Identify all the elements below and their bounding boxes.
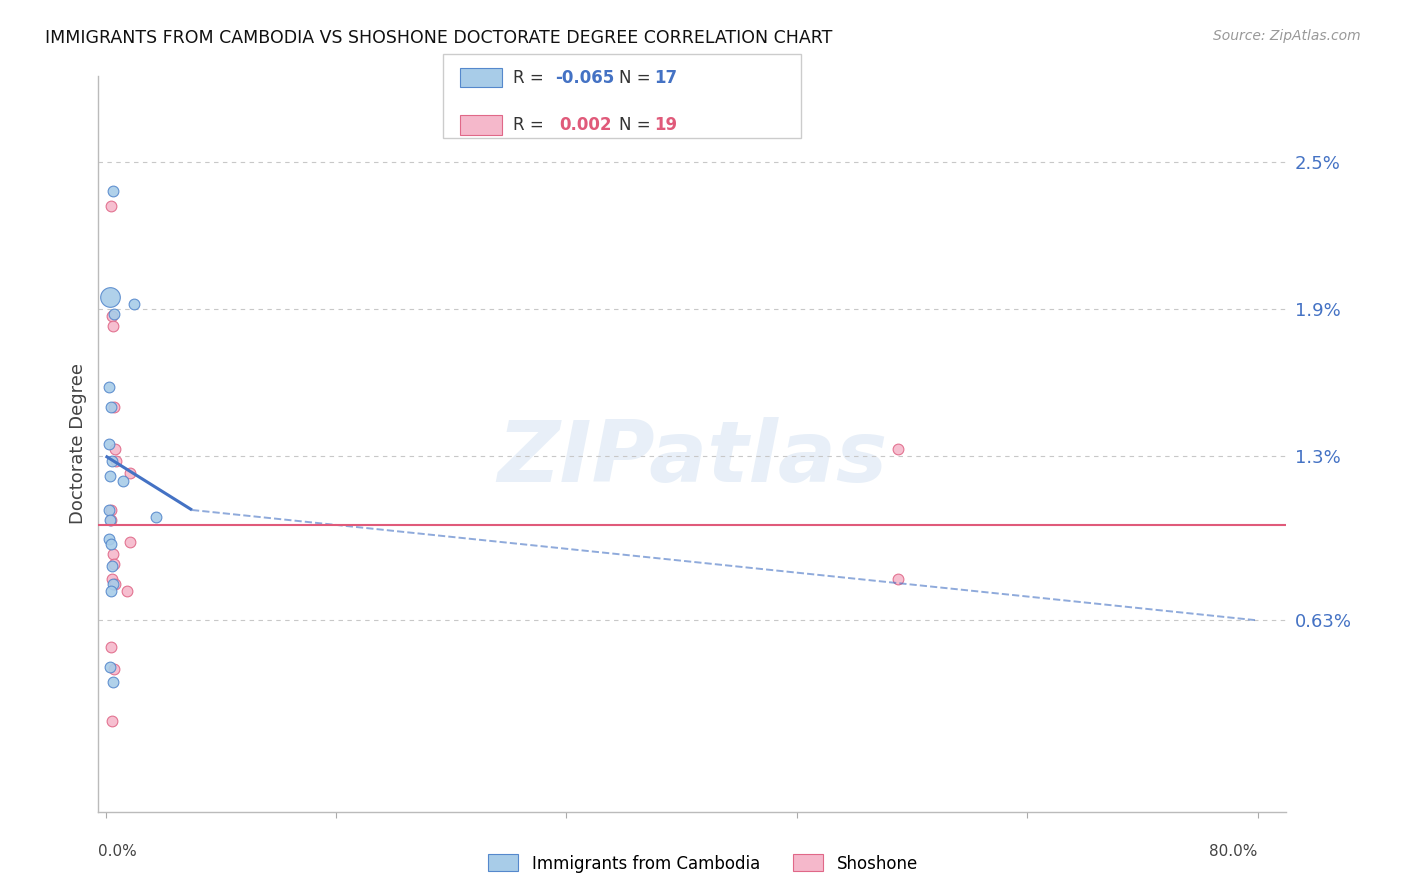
Point <box>101 714 124 728</box>
Point <box>120 535 142 549</box>
Text: ZIPatlas: ZIPatlas <box>498 417 887 500</box>
Text: IMMIGRANTS FROM CAMBODIA VS SHOSHONE DOCTORATE DEGREE CORRELATION CHART: IMMIGRANTS FROM CAMBODIA VS SHOSHONE DOC… <box>45 29 832 46</box>
Point <box>103 307 125 321</box>
Point <box>105 454 128 468</box>
Point <box>103 662 125 677</box>
Text: Source: ZipAtlas.com: Source: ZipAtlas.com <box>1213 29 1361 43</box>
Point <box>115 583 138 598</box>
Point <box>103 557 125 571</box>
Point <box>100 513 122 527</box>
Point <box>101 184 124 198</box>
Point <box>97 533 120 547</box>
Point <box>97 503 120 517</box>
Point <box>100 583 122 598</box>
Text: 0.002: 0.002 <box>560 116 612 134</box>
Text: -0.065: -0.065 <box>555 69 614 87</box>
Point <box>97 436 120 450</box>
Point <box>98 513 121 527</box>
Point <box>124 297 146 311</box>
Y-axis label: Doctorate Degree: Doctorate Degree <box>69 363 87 524</box>
Point <box>100 309 122 323</box>
Text: N =: N = <box>619 69 655 87</box>
Point <box>111 474 134 488</box>
Point <box>98 660 121 674</box>
Legend: Immigrants from Cambodia, Shoshone: Immigrants from Cambodia, Shoshone <box>482 847 924 880</box>
Point <box>98 468 121 483</box>
Point <box>100 199 122 213</box>
Point <box>100 559 122 574</box>
Text: N =: N = <box>619 116 655 134</box>
Text: 80.0%: 80.0% <box>1209 844 1258 859</box>
Point <box>101 454 124 468</box>
Text: 0.0%: 0.0% <box>98 844 138 859</box>
Point <box>103 400 125 414</box>
Point <box>886 442 908 456</box>
Point <box>104 442 127 456</box>
Point <box>886 572 908 586</box>
Point <box>98 380 121 394</box>
Point <box>145 510 167 524</box>
Point <box>101 674 124 689</box>
Point <box>101 318 124 333</box>
Text: R =: R = <box>513 69 550 87</box>
Point <box>100 537 122 551</box>
Text: 19: 19 <box>654 116 676 134</box>
Point <box>98 289 121 303</box>
Point <box>101 547 124 561</box>
Point <box>100 400 122 414</box>
Point <box>104 576 127 591</box>
Point <box>100 503 122 517</box>
Point <box>101 576 124 591</box>
Point <box>120 466 142 480</box>
Text: 17: 17 <box>654 69 676 87</box>
Point <box>101 572 124 586</box>
Point <box>100 640 122 655</box>
Text: R =: R = <box>513 116 554 134</box>
